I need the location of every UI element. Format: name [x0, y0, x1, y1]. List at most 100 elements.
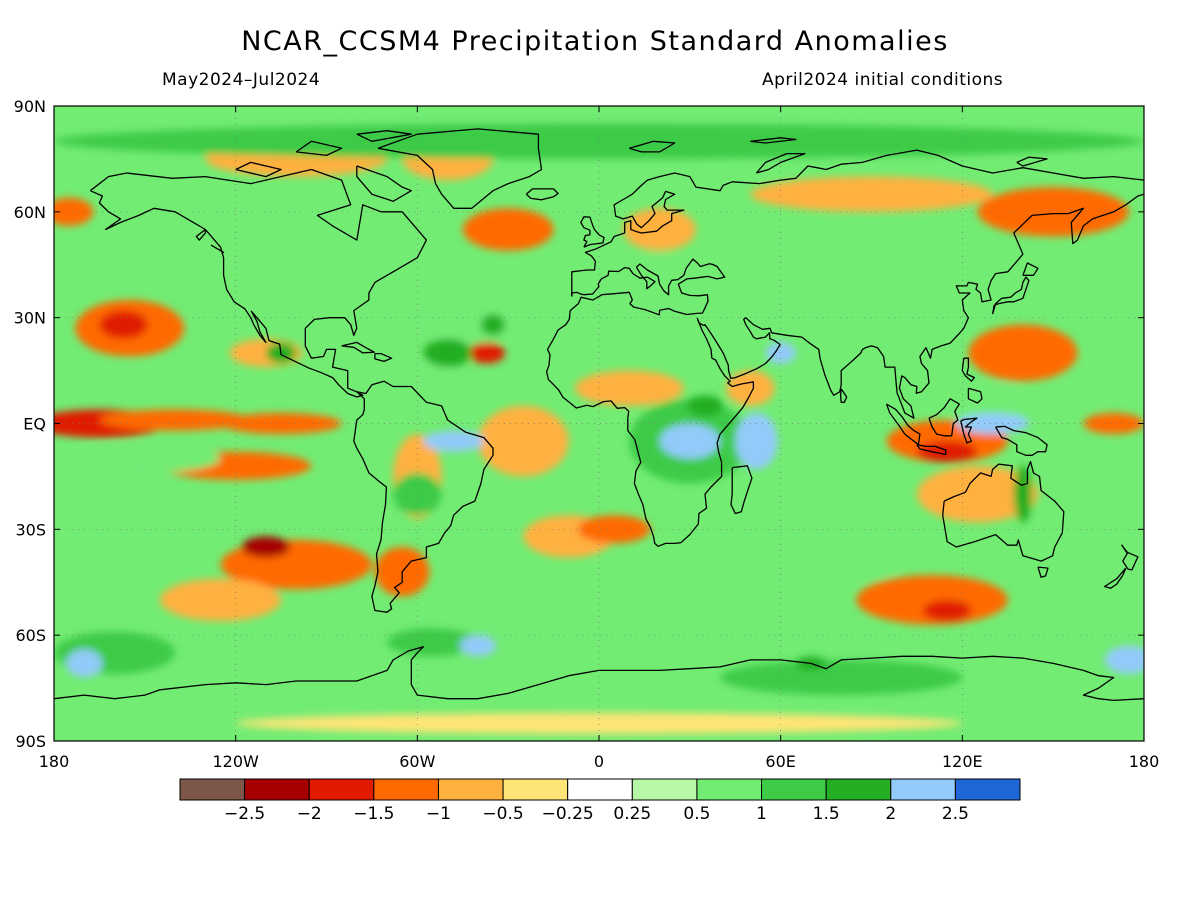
anomaly-region [462, 208, 554, 251]
colorbar-label: −0.5 [482, 804, 523, 824]
colorbar-label: −2 [297, 804, 322, 824]
colorbar-label: −1.5 [353, 804, 394, 824]
colorbar-swatch [890, 778, 956, 801]
anomaly-region [916, 441, 978, 463]
lon-tick-label: 0 [594, 752, 604, 771]
colorbar-label: 1.5 [813, 804, 840, 824]
coastline [374, 352, 393, 363]
colorbar-label: −1 [426, 804, 451, 824]
map-title: NCAR_CCSM4 Precipitation Standard Anomal… [241, 26, 949, 57]
anomaly-region [54, 197, 94, 226]
colorbar-label: 2 [885, 804, 896, 824]
anomaly-region [480, 314, 506, 336]
lat-tick-label: EQ [23, 415, 46, 434]
anomaly-region [417, 292, 539, 343]
lon-tick-label: 120W [212, 752, 259, 771]
anomaly-region [477, 405, 569, 477]
anomaly-region [99, 409, 251, 431]
anomaly-region [720, 659, 963, 696]
colorbar-swatch [244, 778, 310, 801]
lat-tick-label: 30N [14, 309, 46, 328]
anomaly-region [629, 543, 902, 586]
colorbar-label: 0.25 [613, 804, 651, 824]
colorbar-swatch [825, 778, 892, 801]
anomaly-region [686, 395, 724, 417]
colorbar-label: −2.5 [224, 804, 265, 824]
lon-tick-label: 60W [399, 752, 435, 771]
coastline [995, 425, 1048, 456]
anomaly-region [750, 229, 902, 301]
anomaly-region [220, 412, 342, 435]
anomaly-field [54, 123, 1144, 734]
coastline [1103, 567, 1127, 589]
colorbar-label: 0.5 [683, 804, 710, 824]
anomaly-region [577, 515, 651, 544]
coastline [210, 244, 225, 254]
coastline [580, 216, 605, 248]
anomaly-region [423, 338, 472, 368]
coastline [755, 152, 806, 174]
coastline [961, 357, 976, 382]
lat-tick-label: 30S [15, 520, 46, 539]
coastline [730, 465, 753, 515]
colorbar-label: −0.25 [542, 804, 594, 824]
anomaly-region [459, 635, 497, 657]
coastline [89, 168, 428, 398]
lon-tick-label: 120E [942, 752, 983, 771]
coastline [967, 387, 983, 404]
coastline [750, 137, 797, 144]
coastline [839, 388, 848, 403]
coastline [1121, 544, 1139, 571]
coastline [295, 140, 343, 157]
coastline [545, 193, 1144, 547]
anomaly-blobs [54, 123, 1144, 734]
coastline [353, 380, 494, 613]
anomaly-region [1104, 645, 1144, 674]
coastline [54, 646, 1144, 702]
anomaly-region [1013, 465, 1032, 523]
coastline [885, 403, 921, 446]
lon-tick-label: 180 [39, 752, 70, 771]
coastline [1037, 566, 1049, 578]
coastline [377, 128, 543, 209]
colorbar-swatch [373, 778, 439, 801]
anomaly-region [66, 649, 103, 678]
colorbar-swatch [308, 778, 375, 801]
colorbar-swatch [954, 778, 1021, 801]
colorbar-swatch [437, 778, 504, 801]
coastlines [54, 128, 1144, 702]
coastline [341, 341, 375, 354]
colorbar-swatch [179, 778, 246, 801]
coastline [195, 228, 207, 241]
initial-conditions: April2024 initial conditions [762, 70, 1004, 90]
anomaly-region [871, 314, 933, 357]
anomaly-region [574, 370, 684, 406]
lat-tick-label: 60S [15, 626, 46, 645]
anomaly-region [726, 370, 775, 406]
anomaly-region [114, 225, 236, 269]
coastline [629, 140, 676, 153]
anomaly-region [623, 208, 696, 251]
anomaly-region [1038, 261, 1129, 304]
coastline [942, 460, 1065, 562]
anomaly-region [54, 123, 1144, 159]
anomaly-region [1083, 412, 1144, 435]
colorbar-swatch [631, 778, 698, 801]
coastline [1016, 156, 1048, 167]
coastline [991, 276, 1030, 315]
colorbar-label: 2.5 [942, 804, 969, 824]
colorbar-swatch [502, 778, 569, 801]
anomaly-region [968, 324, 1078, 382]
anomaly-region [750, 176, 993, 212]
coastline [928, 398, 960, 437]
anomaly-region [235, 222, 388, 308]
lat-tick-label: 60N [14, 203, 46, 222]
colorbar: −2.5 −2 −1.5 −1 −0.5 −0.25 0.25 0.5 1 1.5 2 2.5 [179, 778, 1021, 824]
forecast-period: May2024–Jul2024 [162, 70, 321, 90]
anomaly-region [99, 310, 148, 339]
lat-tick-label: 90N [14, 97, 46, 116]
anomaly-region [393, 472, 442, 516]
anomaly-region [977, 187, 1129, 237]
lon-tick-label: 60E [765, 752, 795, 771]
